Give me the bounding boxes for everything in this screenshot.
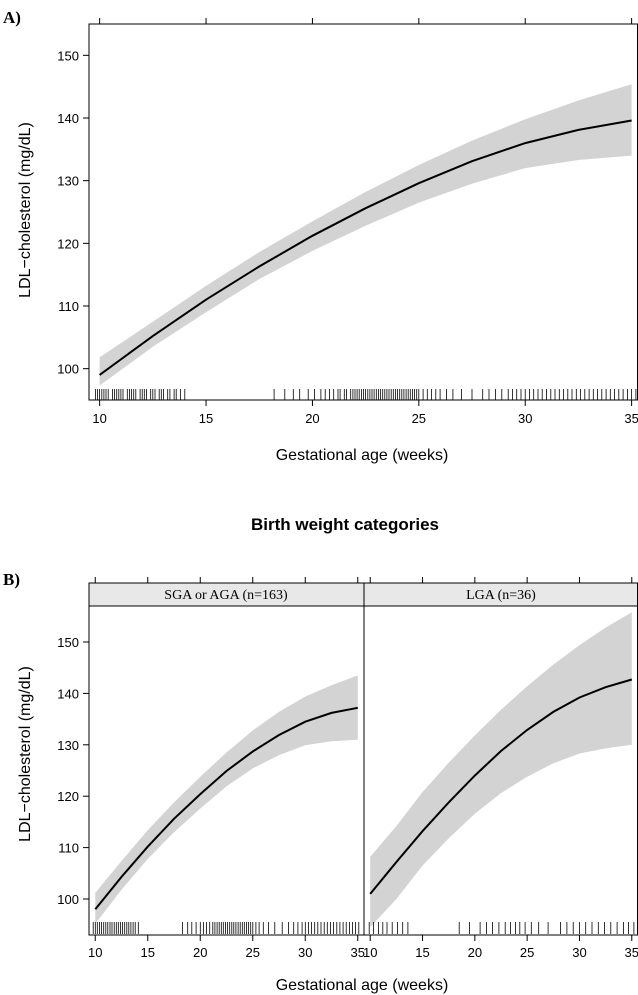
panel-a-y-tick-label: 100 bbox=[57, 362, 79, 377]
facet-2-x-tick-label: 15 bbox=[415, 945, 429, 960]
panel-a-x-tick-label: 15 bbox=[199, 411, 213, 426]
panel-a-y-tick-label: 120 bbox=[57, 236, 79, 251]
panel-a-x-tick-label: 10 bbox=[92, 411, 106, 426]
panel-a-y-axis-title: LDL−cholesterol (mg/dL) bbox=[17, 122, 34, 298]
facet-1-x-tick-label: 35 bbox=[351, 945, 365, 960]
facet-1-confidence-band bbox=[95, 675, 358, 924]
panel-a-y-tick-label: 110 bbox=[58, 299, 79, 314]
panel-a-y-tick-label: 150 bbox=[57, 48, 79, 63]
facet-1-x-tick-label: 20 bbox=[193, 945, 207, 960]
panel-b-y-tick-label: 130 bbox=[57, 738, 79, 753]
panel-b-x-axis-title: Gestational age (weeks) bbox=[276, 977, 449, 994]
facet-2-x-tick-label: 35 bbox=[625, 945, 638, 960]
panel-a-x-axis-title: Gestational age (weeks) bbox=[276, 447, 449, 464]
facet-2-fitted-line bbox=[369, 678, 633, 895]
facet-1-x-tick-label: 15 bbox=[141, 945, 155, 960]
facet-2-x-tick-label: 20 bbox=[468, 945, 482, 960]
panel-b-y-tick-label: 150 bbox=[57, 635, 79, 650]
facet-2-x-tick-label: 10 bbox=[363, 945, 377, 960]
panel-a-x-tick-label: 35 bbox=[624, 411, 638, 426]
facet-1-fitted-line bbox=[94, 706, 358, 910]
strip-label-lga: LGA (n=36) bbox=[466, 588, 536, 603]
panel-a-y-tick-label: 130 bbox=[57, 174, 79, 189]
panel-a-x-tick-label: 30 bbox=[518, 411, 532, 426]
panel-a-x-tick-label: 20 bbox=[305, 411, 319, 426]
panel-b-y-tick-label: 110 bbox=[58, 841, 79, 856]
strip-label-sga-aga: SGA or AGA (n=163) bbox=[164, 588, 288, 603]
panel-a-y-tick-label: 140 bbox=[57, 111, 79, 126]
facet-2-x-tick-label: 30 bbox=[572, 945, 586, 960]
panel-b-title: Birth weight categories bbox=[251, 515, 439, 534]
panel-a-confidence-band bbox=[99, 84, 632, 386]
panel-a-x-tick-label: 25 bbox=[412, 411, 426, 426]
facet-2-x-tick-label: 25 bbox=[520, 945, 534, 960]
panel-b-y-tick-label: 100 bbox=[57, 892, 79, 907]
facet-1-x-tick-label: 30 bbox=[298, 945, 312, 960]
facet-2-confidence-band bbox=[370, 612, 632, 928]
panel-b-tag: B) bbox=[3, 570, 20, 589]
panel-b-y-tick-label: 140 bbox=[57, 686, 79, 701]
facet-1-x-tick-label: 10 bbox=[88, 945, 102, 960]
facet-1-x-tick-label: 25 bbox=[246, 945, 260, 960]
panel-a-plot: 10 15 20 25 30 35 100 110 120 130 140 150 bbox=[57, 18, 638, 426]
panel-b-y-axis-title: LDL−cholesterol (mg/dL) bbox=[17, 666, 34, 842]
panel-b-y-tick-label: 120 bbox=[57, 789, 79, 804]
panel-a-fitted-line bbox=[99, 119, 632, 376]
panel-a-tag: A) bbox=[3, 8, 21, 27]
